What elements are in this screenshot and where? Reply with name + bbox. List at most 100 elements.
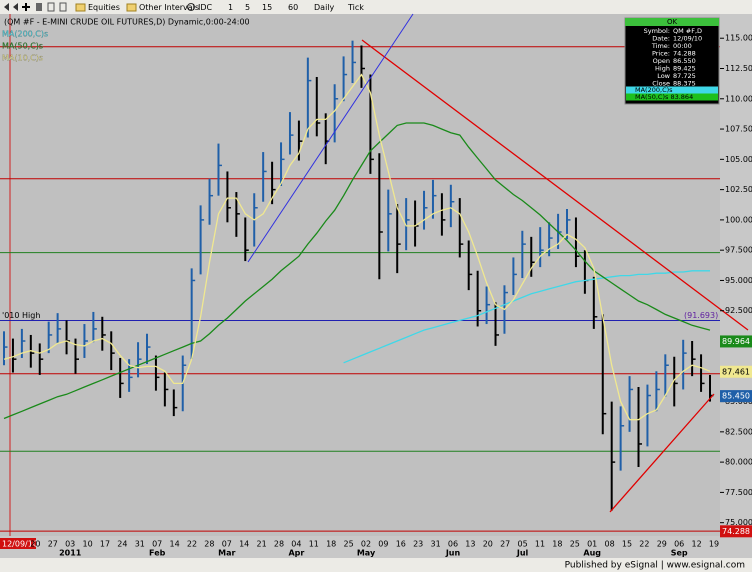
x-tick-label: 10	[83, 540, 93, 549]
x-tick-label: 13	[465, 540, 475, 549]
month-label: 2011	[59, 549, 82, 558]
info-value: 88.375	[673, 80, 696, 88]
price-tag-label: 89.964	[722, 337, 750, 346]
tool-icon[interactable]	[36, 3, 42, 11]
price-tag	[720, 335, 752, 348]
folder-icon[interactable]	[75, 3, 86, 12]
y-tick-label: 112.500	[725, 64, 752, 73]
info-key: Time:	[651, 42, 670, 50]
x-tick-label: 31	[431, 540, 441, 549]
x-tick-label: 20	[483, 540, 493, 549]
info-value: 89.425	[673, 65, 696, 73]
x-tick-label: 16	[396, 540, 406, 549]
info-ma-row: MA(50,C)s 83.864	[635, 93, 693, 101]
x-tick-label: 07	[152, 540, 162, 549]
footer: Published by eSignal | www.esignal.com	[565, 561, 745, 571]
toolbar	[0, 0, 752, 14]
y-tick-label: 115.000	[725, 34, 752, 43]
legend-entry: MA(10,C)s	[2, 54, 43, 63]
add-icon[interactable]	[22, 3, 30, 11]
info-value: QM #F,D	[673, 27, 702, 35]
x-tick-label: 05	[518, 540, 528, 549]
x-tick-label: 21	[257, 540, 267, 549]
toolbar-button[interactable]: Equities	[88, 3, 120, 12]
y-tick-label: 75.000	[725, 518, 752, 527]
info-header-bg	[625, 18, 719, 26]
trend-line[interactable]	[247, 13, 414, 263]
legend-entry: MA(200,C)s	[2, 30, 48, 39]
x-tick-label: 11	[535, 540, 545, 549]
toolbar-button[interactable]: IDC	[198, 3, 213, 12]
info-value: 00:00	[673, 42, 692, 50]
x-tick-label: 14	[170, 540, 180, 549]
price-tag-label: 74.288	[722, 527, 750, 536]
info-value: 74.288	[673, 50, 696, 58]
ma-line	[343, 270, 710, 364]
folder-icon[interactable]	[126, 3, 137, 12]
y-tick-label: 110.000	[725, 94, 752, 103]
toolbar-button[interactable]: 5	[245, 3, 250, 12]
x-tick-label: 24	[117, 540, 127, 549]
x-tick-label: 23	[413, 540, 423, 549]
month-label: Jul	[516, 549, 529, 558]
info-value: 86.550	[673, 57, 696, 65]
toolbar-button[interactable]: 60	[288, 3, 298, 12]
x-tick-label: 03	[65, 540, 75, 549]
x-tick-label: 29	[657, 540, 667, 549]
x-tick-label: 25	[570, 540, 580, 549]
tool-icon[interactable]	[47, 2, 55, 12]
info-value: 12/09/10	[673, 35, 702, 43]
x-tick-label: 19	[709, 540, 719, 549]
month-label: Jun	[445, 549, 461, 558]
toolbar-button[interactable]: Daily	[314, 3, 335, 12]
price-tag	[720, 390, 752, 403]
x-tick-label: 01	[587, 540, 597, 549]
month-label: Mar	[218, 549, 235, 558]
cursor-date-box	[0, 538, 36, 549]
month-label: May	[357, 549, 376, 558]
legend-entry: MA(50,C)s	[2, 42, 43, 51]
x-tick-label: 31	[135, 540, 145, 549]
toolbar-button[interactable]: Tick	[347, 3, 364, 12]
y-tick-label: 77.500	[725, 488, 752, 497]
info-key: Close	[652, 80, 670, 88]
x-tick-label: 04	[291, 540, 301, 549]
x-tick-label: 06	[448, 540, 458, 549]
info-ma-bg	[626, 86, 718, 94]
trend-line[interactable]	[609, 393, 715, 513]
info-key: Low	[657, 72, 670, 80]
month-label: Feb	[149, 549, 166, 558]
y-tick-label: 95.000	[725, 276, 752, 285]
tool-icon[interactable]	[59, 2, 67, 12]
price-tag	[720, 365, 752, 378]
x-tick-label: 15	[622, 540, 632, 549]
info-key: Price:	[652, 50, 670, 58]
y-tick-label: 97.500	[725, 246, 752, 255]
info-key: Open	[653, 57, 670, 65]
x-tick-label: 07	[222, 540, 232, 549]
info-key: High	[655, 65, 670, 73]
x-tick-label: 20	[30, 540, 40, 549]
toolbar-button[interactable]: 15	[262, 3, 272, 12]
x-tick-label: 22	[639, 540, 649, 549]
date-axis	[0, 536, 752, 558]
x-tick-label: 12/09/10	[2, 540, 38, 549]
x-tick-label: 18	[552, 540, 562, 549]
idc-icon[interactable]	[187, 3, 195, 11]
x-tick-label: 27	[48, 540, 58, 549]
x-tick-label: 28	[204, 540, 214, 549]
trend-line[interactable]	[361, 39, 749, 331]
month-label: Sep	[671, 549, 688, 558]
month-label: Apr	[288, 549, 304, 558]
info-value: 87.725	[673, 72, 696, 80]
toolbar-button[interactable]: 1	[228, 3, 233, 12]
toolbar-button[interactable]: Other Intervals	[139, 3, 199, 12]
nav-icons[interactable]	[4, 3, 18, 11]
level-label: (91.693)	[684, 311, 718, 320]
chart-title: (QM #F - E-MINI CRUDE OIL FUTURES,D) Dyn…	[4, 18, 250, 27]
y-tick-label: 92.500	[725, 306, 752, 315]
x-tick-label: 02	[361, 540, 371, 549]
y-tick-label: 82.500	[725, 427, 752, 436]
footer-bar	[0, 558, 752, 572]
ma-line	[3, 73, 711, 421]
